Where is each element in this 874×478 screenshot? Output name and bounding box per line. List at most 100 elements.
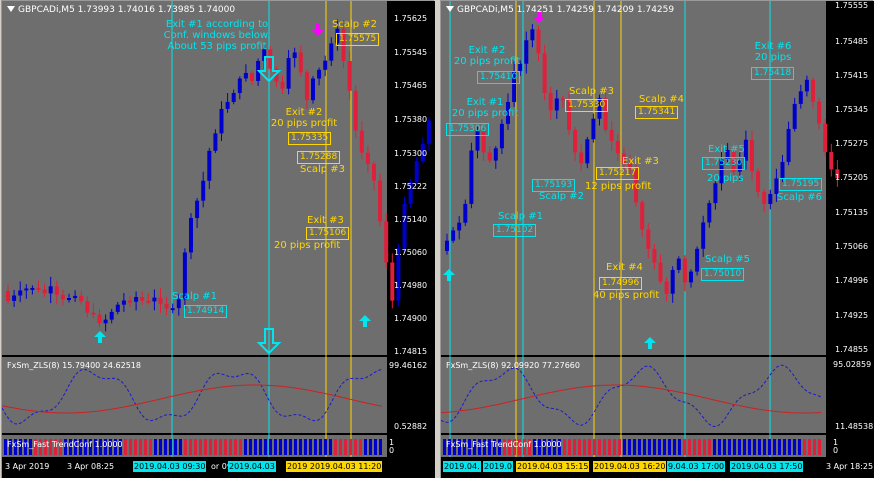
left-chart-window[interactable]: GBPCADi,M5 1.73993 1.74016 1.73985 1.740… [1, 0, 435, 478]
down-arrow-icon [256, 328, 282, 355]
right-price-label: 1.75555 [835, 1, 869, 10]
trendconf-bar [109, 439, 112, 455]
scalp5-label: Scalp #5 [705, 254, 751, 265]
candle-body [567, 99, 571, 130]
exit3-price-box: 1.75217 [596, 167, 640, 180]
trendconf-bar [678, 439, 681, 455]
left-oscillator-title: FxSm_ZLS(8) 15.79400 24.62518 [7, 361, 141, 370]
trendconf-bar [319, 439, 322, 455]
trendconf-bar [299, 439, 302, 455]
right-trendconf-min: 0 [833, 446, 839, 455]
trendconf-bar [553, 439, 556, 455]
candle-body [664, 281, 669, 294]
right-price-label: 1.75415 [835, 71, 869, 80]
trendconf-bar [309, 439, 312, 455]
scalp3-label: Scalp #3 [569, 86, 615, 97]
trendconf-bar [194, 439, 197, 455]
candle-body [213, 133, 218, 151]
trendconf-bar [374, 439, 377, 455]
trendconf-bar [598, 439, 601, 455]
candle-body [378, 180, 383, 222]
candle-body [170, 308, 175, 311]
candle-body [341, 28, 346, 61]
left-price-label: 1.75140 [394, 215, 428, 224]
candle-body [792, 103, 797, 129]
exit5-price-box: 1.75230 [702, 157, 746, 170]
candle-body [60, 294, 65, 300]
trendconf-bar [134, 439, 137, 455]
collapse-icon[interactable] [7, 6, 15, 12]
left-date-label: 3 Apr 08:25 [67, 462, 115, 471]
scalp1-label: Scalp #1 [498, 211, 544, 222]
candle-body [195, 200, 200, 219]
left-chart-canvas[interactable] [2, 1, 435, 478]
trendconf-bar [538, 439, 541, 455]
candle-body [274, 68, 279, 82]
trendconf-bar [314, 439, 317, 455]
candle-body [329, 43, 334, 61]
trendconf-bar [618, 439, 621, 455]
candle-body [524, 40, 529, 64]
left-date-label-highlight: 2019.04.03 [228, 461, 276, 472]
price-axis-bg [387, 1, 435, 478]
right-chart-canvas[interactable] [441, 1, 874, 478]
collapse-icon[interactable] [446, 6, 454, 12]
trendconf-bar [284, 439, 287, 455]
candle-body [823, 123, 828, 153]
candle-body [835, 169, 840, 179]
trendconf-bar [4, 439, 7, 455]
candle-body [12, 295, 17, 301]
candle-body [359, 130, 364, 153]
trendconf-bar [129, 439, 132, 455]
candle-body [225, 101, 230, 109]
candle-body [121, 300, 126, 305]
candle-body [469, 150, 474, 204]
magenta-down-arrow-icon [312, 24, 324, 36]
up-arrow-icon [359, 315, 371, 327]
candle-body [323, 60, 328, 70]
trendconf-bar [478, 439, 481, 455]
candle-body [48, 286, 53, 294]
candle-body [506, 101, 510, 124]
trendconf-bar [289, 439, 292, 455]
left-price-label: 1.75545 [394, 48, 428, 57]
left-price-label: 1.75222 [394, 182, 428, 191]
left-price-label: 1.74900 [394, 314, 428, 323]
candle-body [542, 53, 547, 93]
candle-body [408, 182, 413, 204]
exit3-label: Exit #3 [307, 215, 344, 226]
left-date-label: 3 Apr 2019 [5, 462, 50, 471]
trendconf-bar [154, 439, 157, 455]
trendconf-bar [169, 439, 172, 455]
trendconf-bar [683, 439, 686, 455]
left-date-label-highlight: 2019.04.03 09:30 [133, 461, 207, 472]
left-oscillator-max: 99.46162 [389, 361, 428, 370]
candle-body [585, 139, 590, 164]
trendconf-bar [379, 439, 382, 455]
left-oscillator-min: 0.52882 [394, 422, 428, 431]
candle-body [573, 129, 578, 153]
candle-body [140, 296, 145, 301]
candle-body [621, 153, 626, 164]
right-oscillator-min: 11.48538 [835, 422, 874, 431]
left-trendconf-min: 0 [389, 446, 395, 455]
trendconf-bar [788, 439, 791, 455]
candle-body [774, 178, 779, 194]
trendconf-bar [29, 439, 32, 455]
candle-body [390, 262, 395, 301]
price-axis-bg [826, 1, 874, 478]
trendconf-bar [533, 439, 536, 455]
candle-body [457, 222, 462, 231]
candle-body [640, 202, 645, 230]
right-trendconf-max: 1 [833, 438, 839, 447]
right-oscillator-max: 95.02859 [833, 360, 872, 369]
exit4-note: 40 pips profit [593, 290, 660, 301]
trendconf-bar [234, 439, 237, 455]
trendconf-bar [34, 439, 37, 455]
right-chart-window[interactable]: GBPCADi,M5 1.74251 1.74259 1.74209 1.742… [440, 0, 874, 478]
right-price-label: 1.75066 [835, 242, 869, 251]
trendconf-bar [24, 439, 27, 455]
oscillator-panel-bg [2, 357, 387, 433]
trendconf-bar [104, 439, 107, 455]
right-date-label: 3 Apr 18:25 [826, 462, 874, 471]
